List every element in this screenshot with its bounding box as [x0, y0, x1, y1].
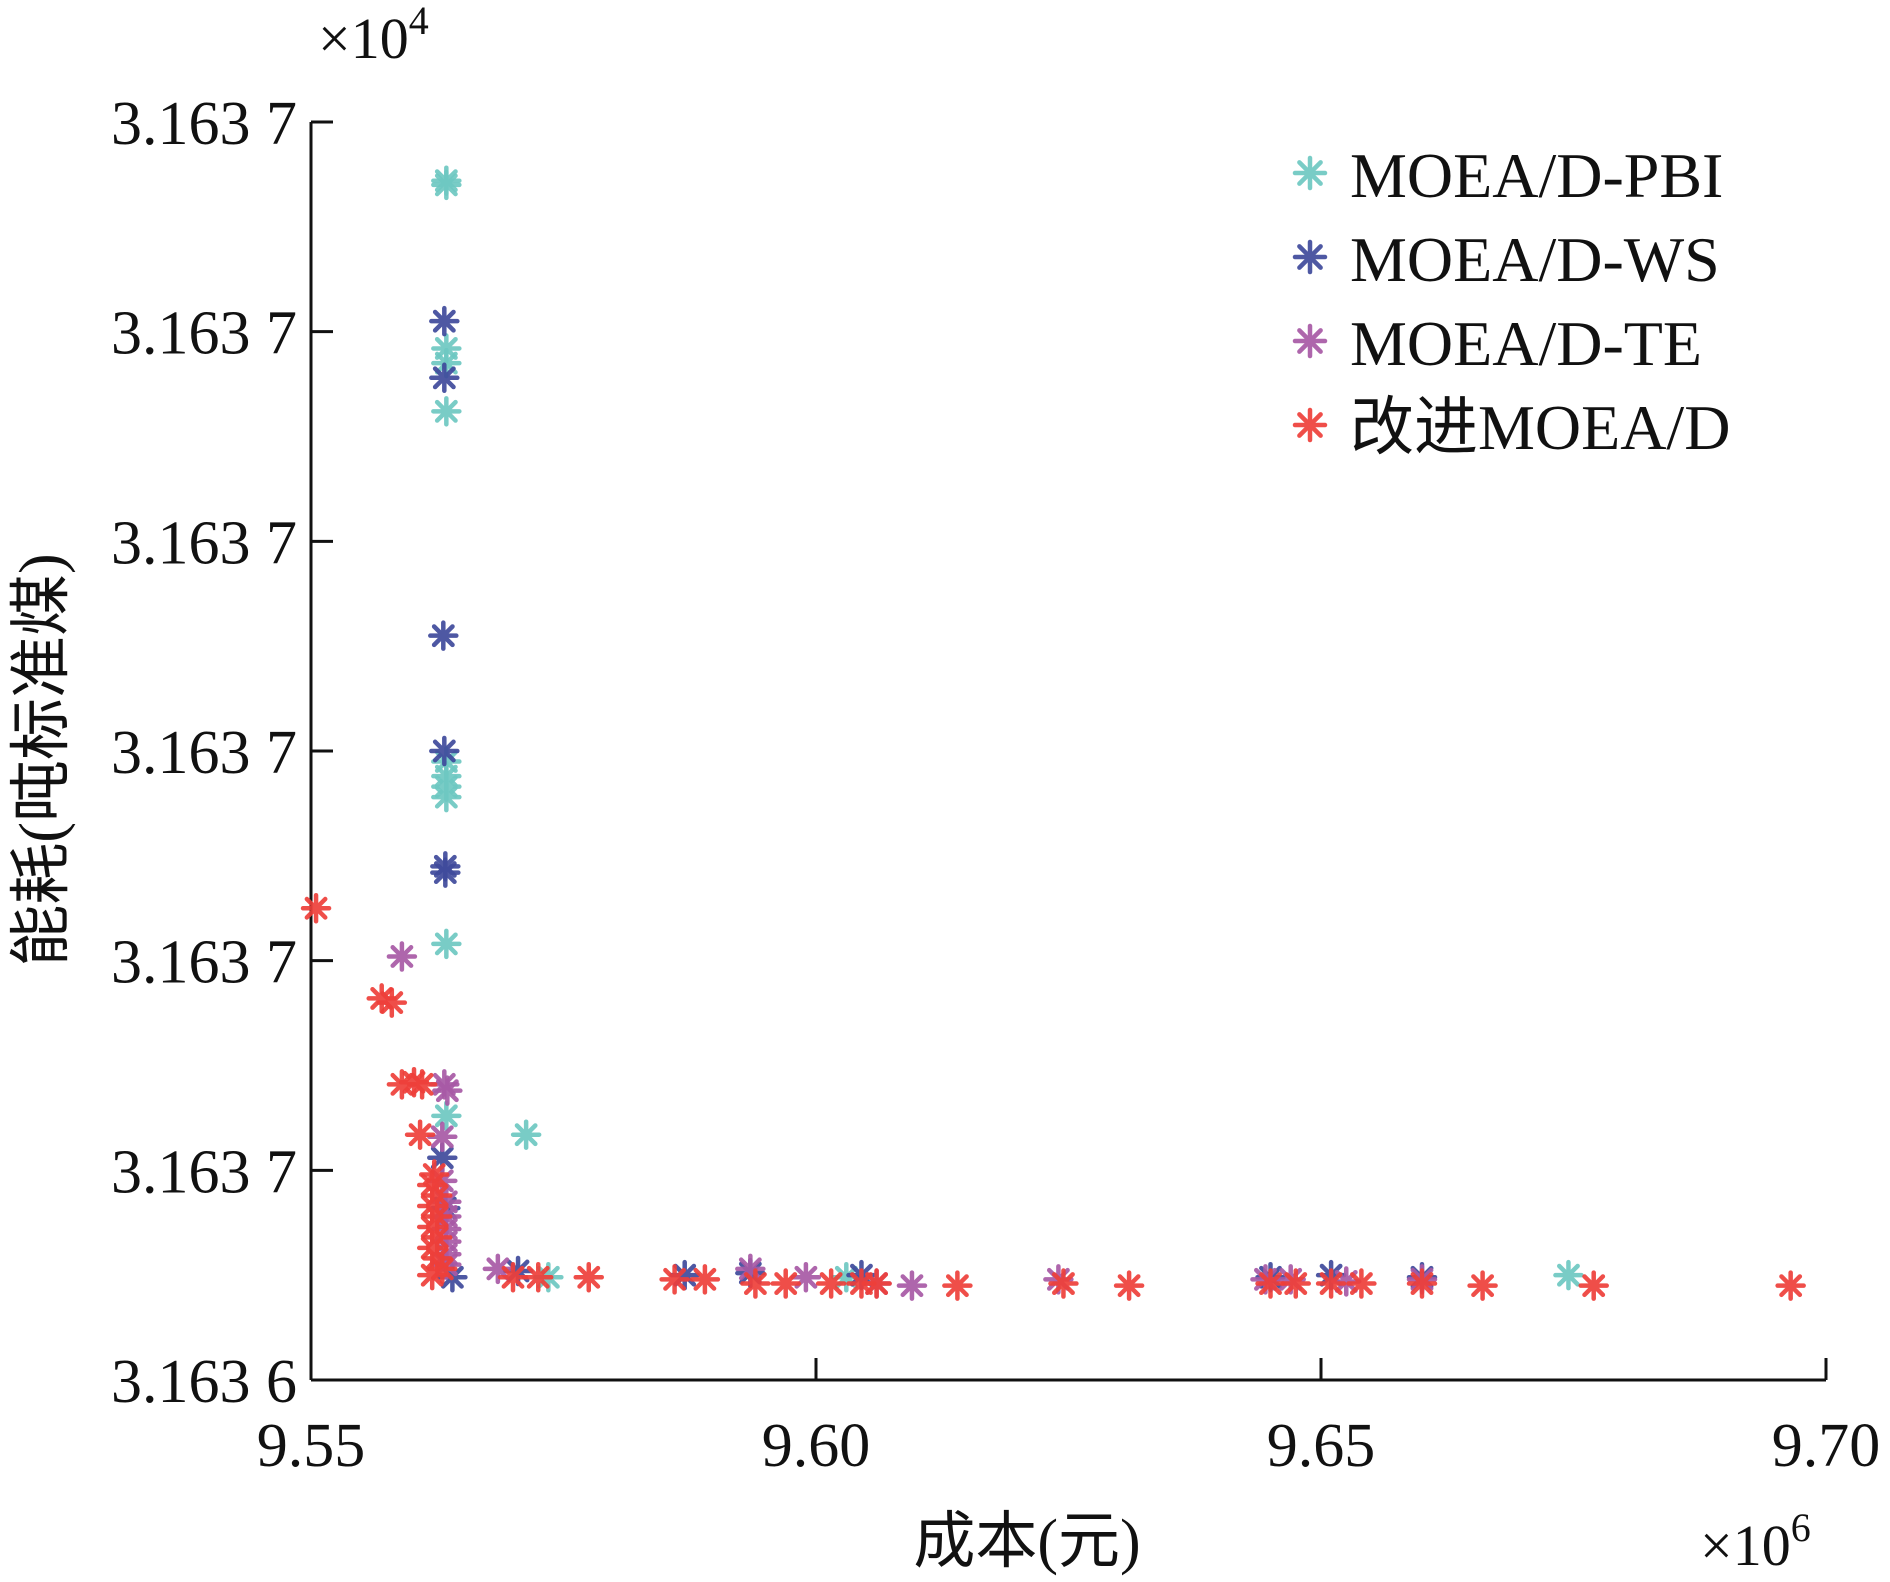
legend-marker — [1292, 239, 1328, 275]
data-point — [431, 396, 462, 427]
y-tick-label: 3.163 7 — [111, 509, 297, 577]
data-point — [942, 1270, 973, 1301]
legend-item: MOEA/D-WS — [1292, 224, 1720, 295]
data-point — [386, 941, 418, 972]
legend-label: MOEA/D-PBI — [1350, 140, 1723, 211]
data-point — [573, 1262, 604, 1293]
data-point — [429, 305, 460, 337]
series-layer — [300, 165, 1806, 1301]
data-point — [432, 1075, 463, 1106]
x-tick-label: 9.60 — [762, 1412, 871, 1480]
data-point — [431, 928, 462, 960]
data-point — [770, 1268, 801, 1299]
legend-item: MOEA/D-PBI — [1292, 140, 1723, 211]
data-point — [689, 1264, 721, 1295]
data-point — [1315, 1268, 1347, 1299]
data-point — [740, 1268, 771, 1299]
data-point — [429, 362, 460, 394]
legend-item: MOEA/D-TE — [1292, 308, 1702, 379]
x-axis-ticks: 9.55 9.60 9.65 9.70 — [257, 1358, 1881, 1480]
legend-label: MOEA/D-TE — [1350, 308, 1702, 379]
data-point — [430, 857, 461, 888]
legend-item: 改进MOEA/D — [1292, 392, 1730, 463]
plot-area: 3.163 6 3.163 7 3.163 7 3.163 7 3.163 7 3.163… — [111, 90, 1880, 1480]
data-point — [1048, 1268, 1079, 1299]
data-point — [416, 1259, 448, 1291]
data-point — [300, 893, 332, 924]
data-point — [1553, 1259, 1584, 1291]
data-point — [659, 1264, 690, 1295]
series-4 — [300, 893, 1806, 1301]
x-tick-label: 9.65 — [1267, 1412, 1376, 1480]
legend-marker — [1292, 155, 1328, 191]
data-point — [523, 1262, 554, 1293]
series-1 — [431, 165, 1584, 1293]
data-point — [815, 1268, 847, 1299]
data-point — [482, 1253, 514, 1285]
data-point — [427, 1121, 458, 1153]
data-point — [510, 1119, 542, 1150]
y-axis-label: 能耗(吨标准煤) — [8, 553, 76, 966]
data-point — [431, 169, 462, 201]
y-axis-scale-label: ×104 — [318, 0, 429, 71]
data-point — [1280, 1268, 1311, 1299]
x-axis-label: 成本(元) — [913, 1508, 1140, 1576]
data-point — [406, 1069, 438, 1100]
data-point — [428, 620, 459, 651]
y-tick-label: 3.163 6 — [111, 1348, 297, 1416]
legend-marker — [1292, 407, 1328, 443]
data-point — [497, 1262, 529, 1293]
data-point — [431, 1100, 462, 1132]
data-point — [1775, 1270, 1806, 1301]
y-axis-ticks: 3.163 6 3.163 7 3.163 7 3.163 7 3.163 7 3.163… — [111, 90, 333, 1416]
y-tick-label: 3.163 7 — [111, 719, 297, 787]
legend-marker — [1292, 323, 1328, 359]
series-3 — [386, 941, 1438, 1301]
y-tick-label: 3.163 7 — [111, 300, 297, 368]
data-point — [1467, 1270, 1498, 1301]
data-point — [896, 1270, 928, 1301]
y-tick-label: 3.163 7 — [111, 1138, 297, 1206]
legend: MOEA/D-PBI MOEA/D-WS MOEA/D-TE 改进MOEA/D — [1292, 140, 1730, 463]
data-point — [1113, 1270, 1145, 1301]
series-2 — [427, 305, 1438, 1293]
data-point — [404, 1119, 436, 1150]
data-point — [1578, 1270, 1609, 1301]
data-point — [1406, 1268, 1438, 1299]
legend-label: MOEA/D-WS — [1350, 224, 1720, 295]
data-point — [861, 1268, 892, 1299]
x-tick-label: 9.55 — [257, 1412, 366, 1480]
legend-label: 改进MOEA/D — [1350, 392, 1730, 463]
y-tick-label: 3.163 7 — [111, 929, 297, 997]
data-point — [1346, 1268, 1377, 1299]
x-axis-scale-label: ×106 — [1700, 1505, 1811, 1578]
data-point — [376, 987, 408, 1018]
data-point — [790, 1262, 822, 1293]
y-tick-label: 3.163 7 — [111, 90, 297, 158]
data-point — [431, 781, 462, 813]
data-point — [429, 735, 460, 767]
x-tick-label: 9.70 — [1772, 1412, 1881, 1480]
data-point — [1255, 1268, 1286, 1299]
